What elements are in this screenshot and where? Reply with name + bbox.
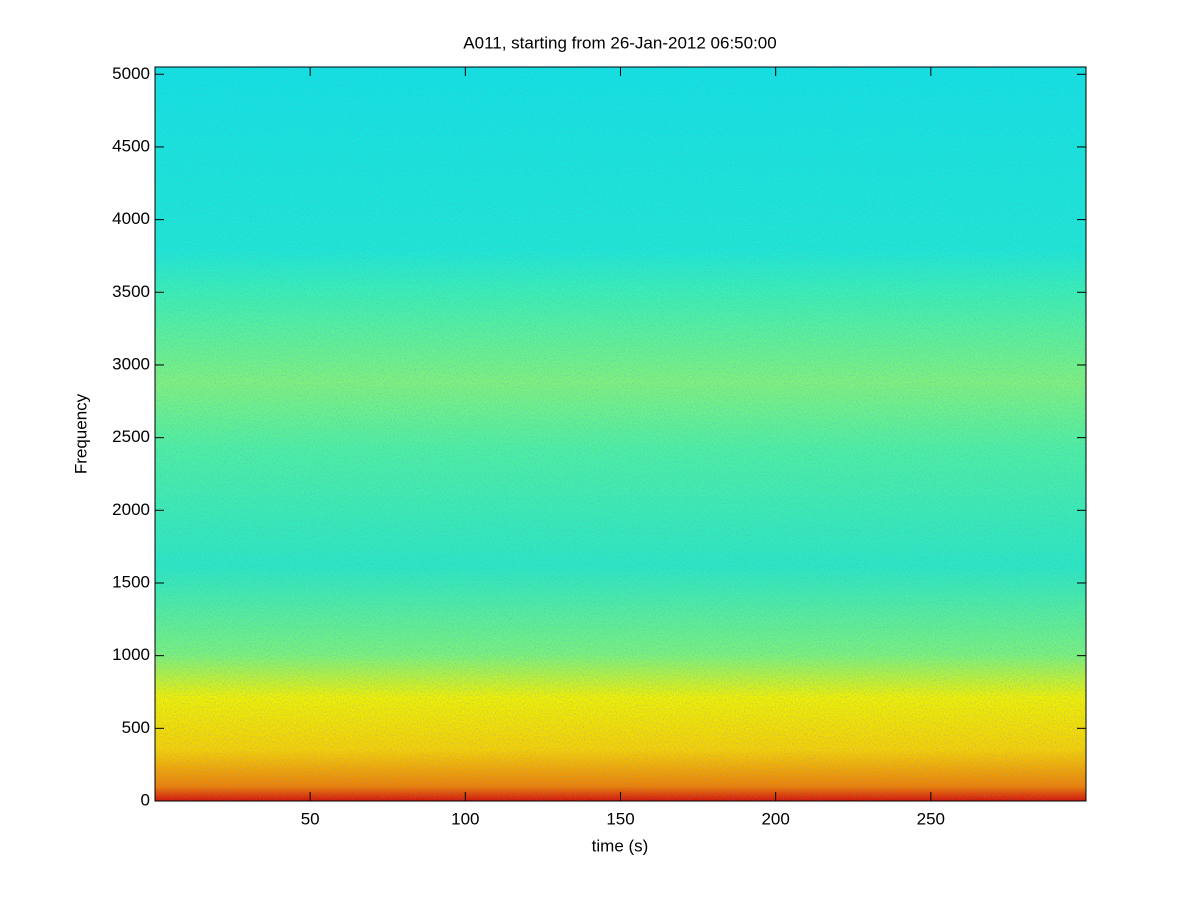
- y-tick-label: 5000: [112, 64, 150, 83]
- y-tick-label: 2000: [112, 500, 150, 519]
- y-tick-label: 1500: [112, 572, 150, 591]
- y-tick-label: 0: [141, 790, 150, 809]
- y-axis-label: Frequency: [71, 393, 90, 474]
- x-axis-label: time (s): [592, 836, 649, 855]
- x-tick-label: 50: [301, 809, 320, 828]
- y-tick-label: 500: [122, 718, 150, 737]
- spectrogram-texture: [155, 67, 1086, 801]
- y-tick-label: 2500: [112, 427, 150, 446]
- x-tick-label: 250: [917, 809, 945, 828]
- x-tick-label: 100: [451, 809, 479, 828]
- y-tick-label: 3500: [112, 282, 150, 301]
- x-tick-label: 150: [606, 809, 634, 828]
- y-tick-label: 4500: [112, 136, 150, 155]
- chart-title: A011, starting from 26-Jan-2012 06:50:00: [463, 33, 776, 52]
- y-tick-label: 1000: [112, 645, 150, 664]
- x-tick-label: 200: [761, 809, 789, 828]
- y-tick-label: 3000: [112, 354, 150, 373]
- y-tick-label: 4000: [112, 209, 150, 228]
